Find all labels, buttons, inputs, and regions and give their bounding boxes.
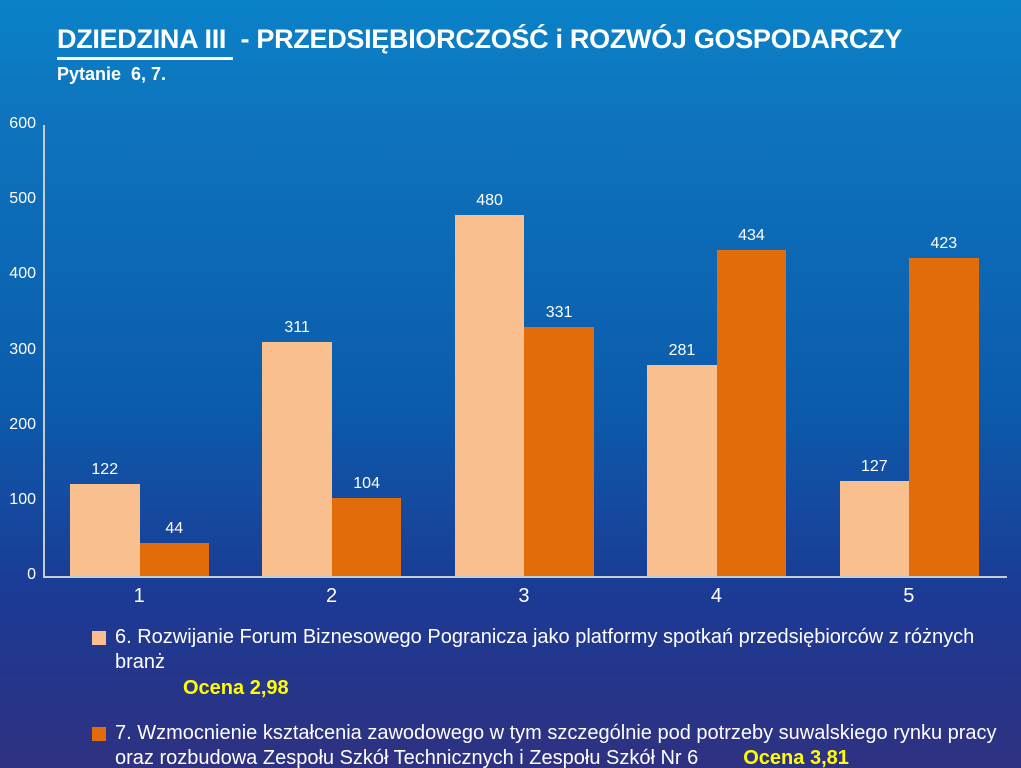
legend-swatch-series7-icon	[92, 727, 106, 741]
bar-series6-cat5	[839, 480, 910, 576]
bar-value-label: 480	[476, 192, 503, 210]
title-rest-part: - PRZEDSIĘBIORCZOŚĆ i ROZWÓJ GOSPODARCZY	[233, 24, 903, 54]
y-axis-tick-label: 300	[9, 340, 36, 358]
x-category-label: 4	[710, 585, 722, 607]
bar-value-label: 281	[668, 341, 696, 359]
bar-series6-cat2	[262, 342, 332, 576]
x-category-label: 3	[518, 585, 530, 607]
bar-value-label: 423	[930, 235, 958, 253]
y-axis-tick-label: 600	[9, 115, 36, 132]
x-category-label: 2	[326, 585, 338, 607]
legend-label-series6: 6. Rozwijanie Forum Biznesowego Pogranic…	[115, 626, 975, 673]
page-title: DZIEDZINA III - PRZEDSIĘBIORCZOŚĆ i ROZW…	[57, 24, 902, 60]
y-axis-tick-label: 100	[9, 490, 36, 508]
bar-series7-cat1	[139, 542, 209, 576]
x-category-label: 1	[133, 585, 145, 607]
y-axis-tick-label: 200	[9, 415, 36, 433]
bar-series6-cat1	[70, 484, 140, 576]
bar-series6-cat3	[454, 215, 525, 576]
bar-value-label: 311	[284, 319, 310, 337]
bar-value-label: 44	[165, 519, 184, 537]
y-axis-tick-label: 400	[9, 265, 36, 283]
bar-series7-cat3	[524, 327, 594, 576]
bar-series7-cat4	[716, 249, 787, 576]
bar-value-label: 331	[545, 304, 573, 322]
bar-value-label: 122	[91, 461, 119, 479]
bar-value-label: 104	[353, 474, 380, 492]
legend-label-series7: 7. Wzmocnienie kształcenia zawodowego w …	[115, 721, 997, 768]
legend-item-series6: 6. Rozwijanie Forum Biznesowego Pogranic…	[90, 625, 1008, 675]
title-underlined-part: DZIEDZINA III	[57, 24, 234, 60]
bar-series7-cat2	[331, 497, 402, 576]
bar-value-label: 127	[860, 457, 888, 475]
bar-series7-cat5	[909, 258, 979, 576]
legend: 6. Rozwijanie Forum Biznesowego Pogranic…	[90, 625, 1008, 768]
legend-item-series7: 7. Wzmocnienie kształcenia zawodowego w …	[90, 721, 1008, 768]
y-axis-tick-label: 0	[27, 566, 36, 583]
ocena-series7: Ocena 3,81	[743, 747, 849, 768]
plot-area	[43, 125, 1007, 578]
legend-label-series7-line1: 7. Wzmocnienie kształcenia zawodowego w …	[115, 722, 997, 744]
page-subtitle: Pytanie 6, 7.	[57, 64, 167, 84]
x-category-label: 5	[903, 585, 915, 607]
ocena-series6: Ocena 2,98	[183, 677, 289, 699]
legend-swatch-series6-icon	[92, 631, 106, 645]
bar-value-label: 434	[738, 226, 765, 244]
legend-label-series7-line2: oraz rozbudowa Zespołu Szkół Technicznyc…	[115, 747, 699, 768]
y-axis-tick-label: 500	[9, 190, 36, 208]
bar-series6-cat4	[647, 364, 717, 576]
